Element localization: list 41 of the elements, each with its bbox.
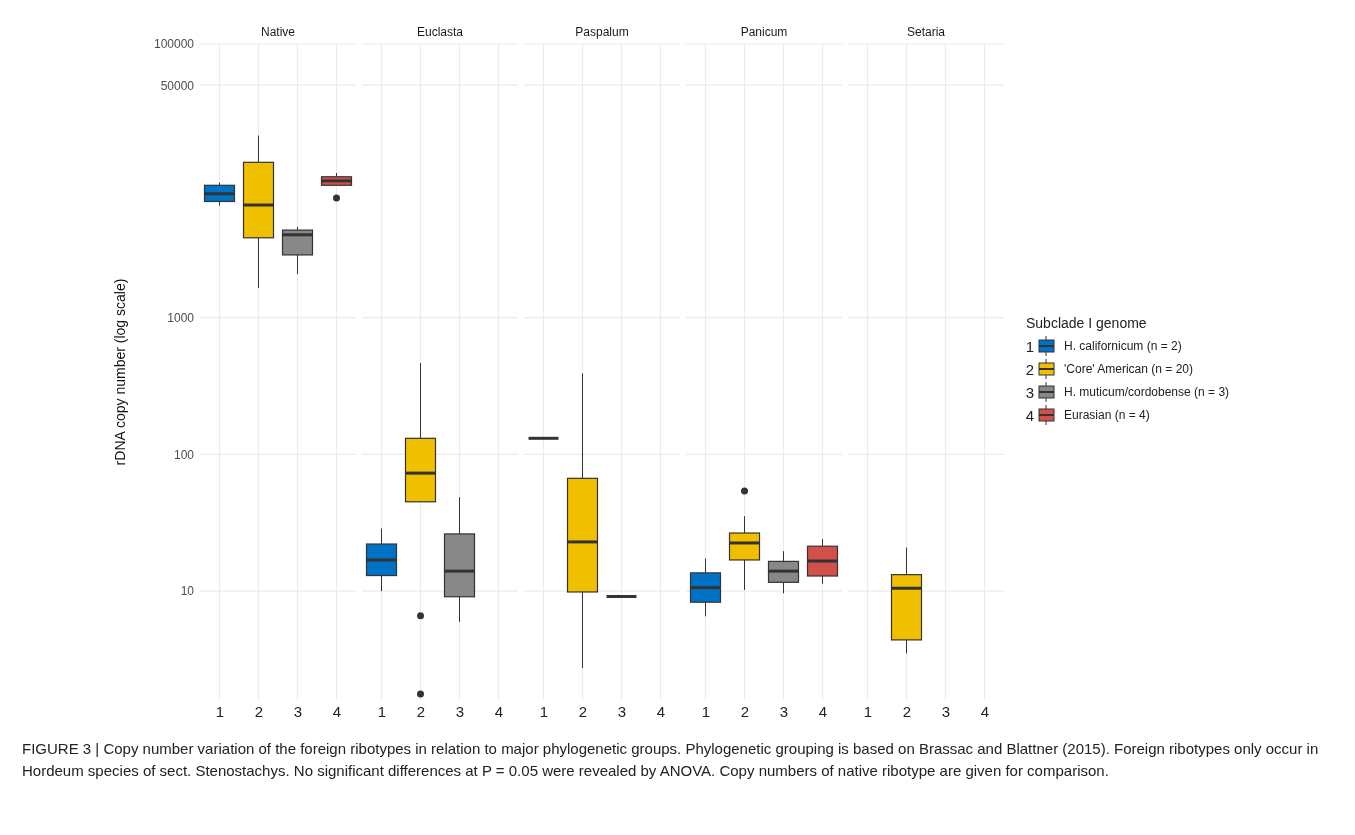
y-tick-label: 100 bbox=[173, 447, 195, 462]
y-tick-label: 100000 bbox=[153, 37, 195, 52]
x-tick-label: 4 bbox=[818, 702, 828, 720]
x-tick-label: 2 bbox=[740, 702, 750, 720]
category-label: 3 bbox=[1025, 384, 1034, 401]
x-tick-label: 3 bbox=[941, 702, 951, 720]
x-tick-label: 4 bbox=[332, 702, 342, 720]
chart-title: Panicum bbox=[740, 25, 788, 39]
chart-title: Native bbox=[260, 25, 296, 39]
y-tick-label: 50000 bbox=[160, 78, 195, 93]
x-tick-label: 3 bbox=[617, 702, 627, 720]
x-tick-label: 2 bbox=[902, 702, 912, 720]
x-tick-label: 3 bbox=[293, 702, 303, 720]
x-tick-label: 4 bbox=[980, 702, 990, 720]
chart-title: Euclasta bbox=[416, 25, 464, 39]
chart-title: Setaria bbox=[906, 25, 946, 39]
legend-label: H. muticum/cordobense (n = 3) bbox=[1064, 385, 1230, 399]
y-axis-title: rDNA copy number (log scale) bbox=[112, 278, 128, 466]
x-tick-label: 3 bbox=[779, 702, 789, 720]
legend-label: Eurasian (n = 4) bbox=[1064, 408, 1150, 422]
x-tick-label: 1 bbox=[215, 702, 225, 720]
legend-title: Subclade I genome bbox=[1026, 315, 1147, 331]
y-tick-label: 10 bbox=[180, 584, 195, 599]
x-tick-label: 1 bbox=[863, 702, 873, 720]
x-tick-label: 2 bbox=[416, 702, 426, 720]
x-tick-label: 4 bbox=[494, 702, 504, 720]
legend-label: H. californicum (n = 2) bbox=[1064, 339, 1182, 353]
x-tick-label: 4 bbox=[656, 702, 666, 720]
category-label: 2 bbox=[1025, 361, 1034, 378]
x-tick-label: 2 bbox=[254, 702, 264, 720]
legend-label: 'Core' American (n = 20) bbox=[1064, 362, 1193, 376]
x-tick-label: 1 bbox=[701, 702, 711, 720]
x-tick-label: 2 bbox=[578, 702, 588, 720]
category-label: 4 bbox=[1025, 407, 1034, 424]
x-tick-label: 1 bbox=[377, 702, 387, 720]
category-label: 1 bbox=[1025, 338, 1034, 355]
x-tick-label: 3 bbox=[455, 702, 465, 720]
x-tick-label: 1 bbox=[539, 702, 549, 720]
y-tick-label: 1000 bbox=[167, 310, 195, 325]
chart-title: Paspalum bbox=[575, 25, 629, 39]
caption: FIGURE 3 | Copy number variation of the foreign ribotypes in relation to major phylogenetic groups. Phylogenetic grouping is based on Brassac and Blattner (2015). Foreign ribotypes only occur in Hordeum species of sect. Stenostachys. No significant differences at P = 0.05 were revealed by ANOVA. Copy numbers of native ribotype are given for comparison. bbox=[22, 739, 1320, 781]
